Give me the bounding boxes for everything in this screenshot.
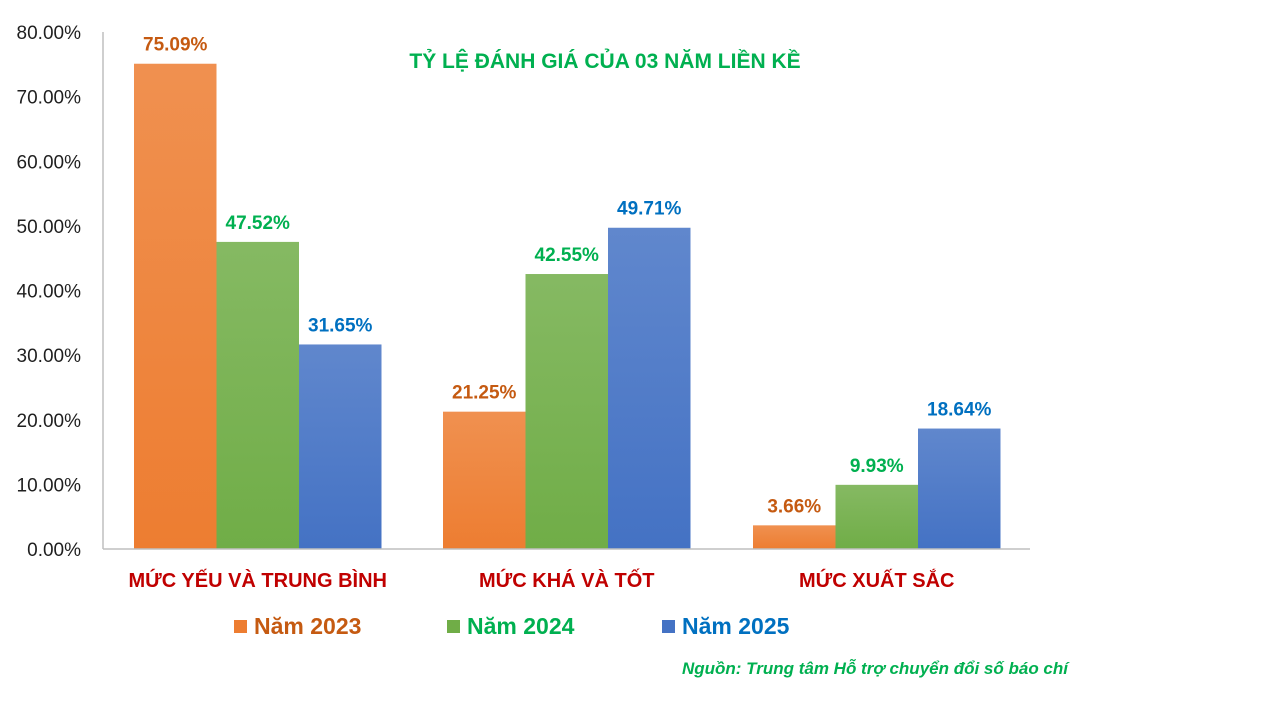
- bar-value-label: 47.52%: [226, 213, 291, 234]
- bar-năm-2024-3: [835, 484, 918, 549]
- bar-value-label: 3.66%: [767, 496, 821, 517]
- chart-title: TỶ LỆ ĐÁNH GIÁ CỦA 03 NĂM LIỀN KỀ: [409, 49, 800, 73]
- legend-swatch: [662, 620, 675, 633]
- legend: Năm 2023 Năm 2024 Năm 2025: [234, 613, 790, 639]
- y-tick-label: 70.00%: [17, 88, 82, 109]
- bar-labels: 75.09% 47.52% 31.65% 21.25% 42.55% 49.71% 3.66…: [143, 35, 992, 518]
- category-label: MỨC YẾU VÀ TRUNG BÌNH: [129, 568, 387, 592]
- y-tick-label: 40.00%: [17, 282, 82, 303]
- category-label: MỨC KHÁ VÀ TỐT: [479, 568, 654, 592]
- bar-năm-2024-1: [216, 241, 299, 550]
- y-tick-label: 0.00%: [27, 540, 81, 561]
- bar-năm-2025-3: [918, 428, 1001, 549]
- x-axis: MỨC YẾU VÀ TRUNG BÌNH MỨC KHÁ VÀ TỐT MỨC X…: [103, 548, 1030, 592]
- bar-value-label: 42.55%: [535, 245, 600, 266]
- y-tick-label: 50.00%: [17, 217, 82, 238]
- bar-năm-2023-3: [753, 525, 836, 549]
- y-tick-label: 60.00%: [17, 152, 82, 173]
- bars: [134, 63, 1001, 550]
- bar-value-label: 31.65%: [308, 315, 373, 336]
- category-label: MỨC XUẤT SẮC: [799, 568, 954, 592]
- bar-năm-2023-1: [134, 63, 217, 550]
- legend-label: Năm 2024: [467, 613, 575, 639]
- legend-label: Năm 2023: [254, 613, 361, 639]
- legend-label: Năm 2025: [682, 613, 790, 639]
- y-tick-label: 30.00%: [17, 346, 82, 367]
- bar-value-label: 21.25%: [452, 383, 517, 404]
- bar-năm-2023-2: [443, 411, 526, 549]
- legend-swatch: [447, 620, 460, 633]
- bar-value-label: 49.71%: [617, 199, 682, 220]
- y-tick-label: 80.00%: [17, 23, 82, 44]
- y-tick-label: 10.00%: [17, 475, 82, 496]
- bar-value-label: 18.64%: [927, 400, 992, 421]
- source-note: Nguồn: Trung tâm Hỗ trợ chuyển đổi số bá…: [682, 658, 1070, 678]
- bar-năm-2025-2: [608, 227, 691, 549]
- bar-năm-2025-1: [299, 344, 382, 549]
- legend-swatch: [234, 620, 247, 633]
- bar-value-label: 75.09%: [143, 35, 208, 56]
- y-axis: 0.00% 10.00% 20.00% 30.00% 40.00% 50.00% 60.00…: [17, 23, 104, 561]
- bar-năm-2024-2: [525, 274, 608, 549]
- bar-value-label: 9.93%: [850, 456, 904, 477]
- y-tick-label: 20.00%: [17, 411, 82, 432]
